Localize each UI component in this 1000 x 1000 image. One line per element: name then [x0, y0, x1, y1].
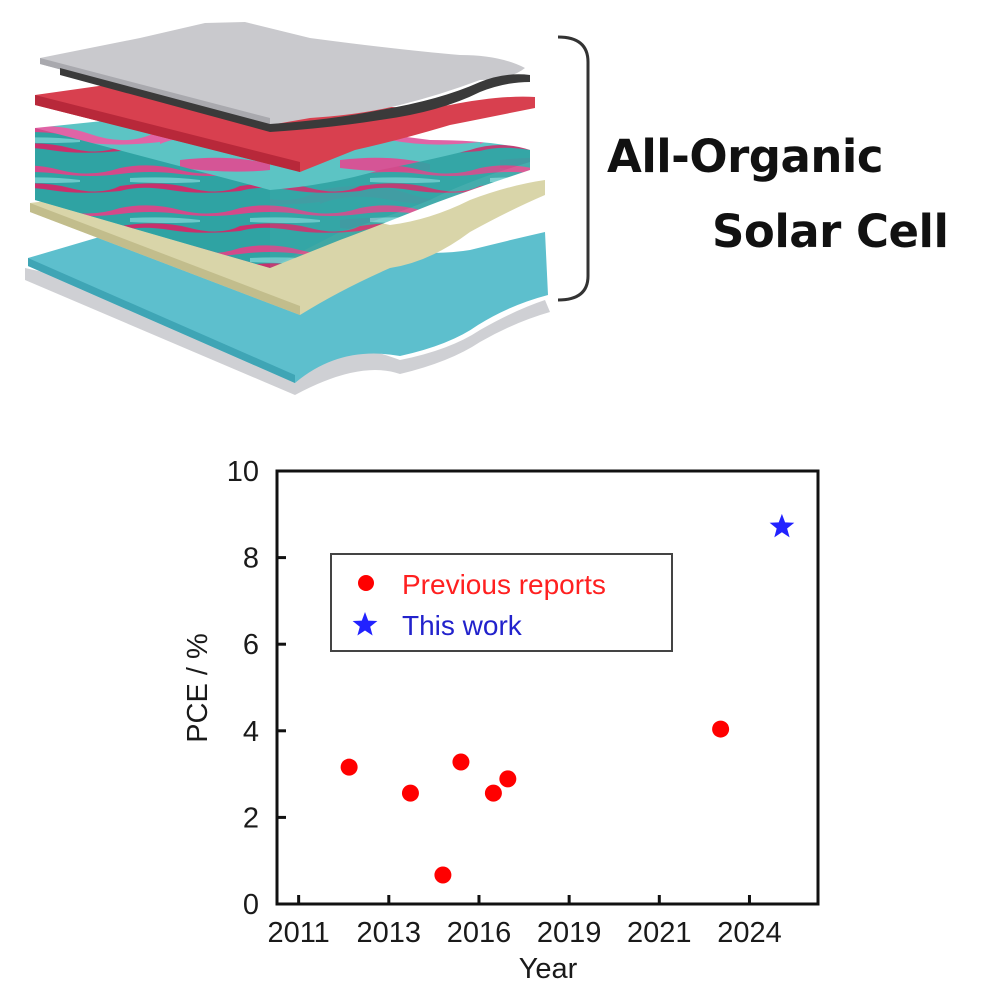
solar-cell-layer-diagram: [25, 22, 590, 395]
x-tick-label: 2019: [537, 917, 602, 949]
legend-label-this-work: This work: [402, 610, 523, 641]
data-point-circle: [484, 784, 502, 802]
x-tick-label: 2011: [267, 917, 329, 949]
y-tick-label: 10: [227, 456, 259, 488]
data-point-circle: [452, 753, 470, 771]
y-axis: 0 2 4 6 8 10: [227, 456, 286, 921]
y-tick-label: 4: [243, 716, 259, 748]
y-tick-label: 2: [243, 802, 259, 834]
bracket-icon: [557, 35, 590, 302]
figure-title-line-1: All-Organic: [607, 130, 884, 183]
x-tick-label: 2024: [717, 917, 782, 949]
legend-label-previous: Previous reports: [402, 569, 606, 600]
data-point-circle: [401, 784, 419, 802]
data-point-circle: [712, 720, 730, 738]
y-axis-title: PCE / %: [182, 633, 214, 743]
data-points: [340, 513, 795, 884]
pce-vs-year-chart: 0 2 4 6 8 10 2011 2013 2016 2019 2021 2024 PCE / %…: [182, 456, 820, 985]
x-tick-label: 2021: [627, 917, 692, 949]
legend-star-icon: [352, 612, 378, 636]
y-tick-label: 6: [243, 629, 259, 661]
active-blend-layer: [35, 113, 530, 268]
y-tick-label: 0: [243, 889, 259, 921]
x-tick-label: 2016: [447, 917, 512, 949]
plot-frame: [275, 469, 820, 906]
x-axis-title: Year: [519, 953, 578, 985]
data-point-circle: [340, 758, 358, 776]
legend: Previous reports This work: [330, 553, 673, 652]
y-tick-label: 8: [243, 543, 259, 575]
data-point-star-icon: [769, 513, 795, 538]
data-point-circle: [499, 770, 517, 788]
x-tick-label: 2013: [357, 917, 422, 949]
figure-title-line-2: Solar Cell: [712, 205, 949, 258]
x-axis: 2011 2013 2016 2019 2021 2024: [267, 895, 782, 949]
top-electrode-layer: [40, 22, 530, 132]
data-point-circle: [434, 866, 452, 884]
legend-circle-icon: [358, 575, 374, 591]
